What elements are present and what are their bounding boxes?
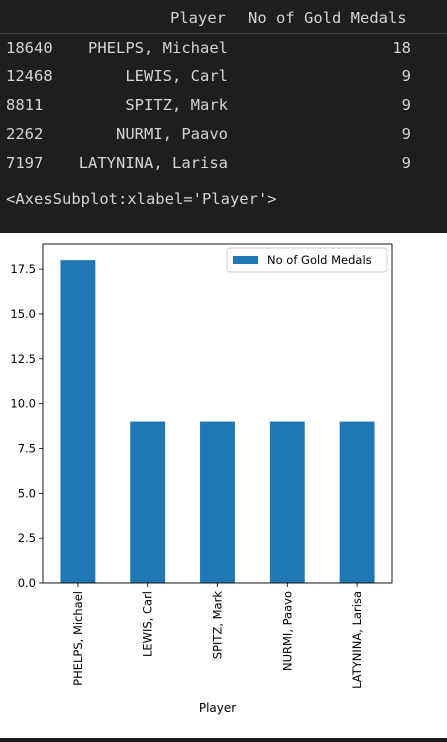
y-tick-label: 12.5 [10,352,36,366]
row-player: SPITZ, Mark [125,96,228,114]
row-value: 9 [401,125,411,143]
bar [130,421,166,583]
axes-repr-text: <AxesSubplot:xlabel='Player'> [6,190,277,208]
table-row: 2262 NURMI, Paavo 9 [0,120,447,149]
plot-output: PHELPS, Michael LEWIS, Carl SPITZ, Mark NUR… [0,233,447,738]
y-tick-label: 7.5 [18,441,36,455]
row-index: 2262 [6,125,44,143]
dataframe-output: Player No of Gold Medals 18640 PHELPS, M… [0,0,447,233]
row-player: LATYNINA, Larisa [78,154,228,172]
row-index: 7197 [6,154,44,172]
x-tick-label: SPITZ, Mark [211,591,225,660]
y-tick-label: 15.0 [10,307,36,321]
row-index: 12468 [6,67,53,85]
y-tick-label: 2.5 [18,531,36,545]
table-row: 18640 PHELPS, Michael 18 [0,33,447,63]
x-tick-label: NURMI, Paavo [280,591,294,671]
bar [269,421,305,583]
table-row: 8811 SPITZ, Mark 9 [0,91,447,120]
row-index: 18640 [6,39,53,57]
y-tick-label: 5.0 [18,486,36,500]
row-player: NURMI, Paavo [116,125,228,143]
bar [200,421,235,583]
table-row: 12468 LEWIS, Carl 9 [0,62,447,91]
y-tick-label: 17.5 [10,262,36,276]
row-value: 18 [392,39,411,57]
x-tick-label: PHELPS, Michael [71,591,85,686]
bar [60,260,96,583]
row-index: 8811 [6,96,44,114]
table-row: 7197 LATYNINA, Larisa 9 [0,149,447,178]
row-value: 9 [401,96,411,114]
bar [339,421,375,583]
column-header-player: Player [170,9,226,27]
bar-chart: PHELPS, Michael LEWIS, Carl SPITZ, Mark NUR… [10,243,393,715]
axes-frame [42,243,393,584]
output-divider [0,738,447,742]
x-tick-label: LEWIS, Carl [141,591,155,657]
legend-label: No of Gold Medals [267,253,372,267]
row-value: 9 [401,67,411,85]
x-tick-label: LATYNINA, Larisa [350,591,364,689]
column-header-gold-medals: No of Gold Medals [248,9,407,27]
x-axis-label: Player [199,701,236,715]
legend-box [226,247,388,273]
row-player: PHELPS, Michael [88,39,228,57]
legend-swatch [233,256,258,264]
row-player: LEWIS, Carl [125,67,228,85]
y-tick-label: 10.0 [10,397,36,411]
row-value: 9 [401,154,411,172]
y-tick-label: 0.0 [18,576,36,590]
